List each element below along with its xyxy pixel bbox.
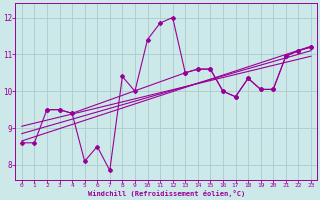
X-axis label: Windchill (Refroidissement éolien,°C): Windchill (Refroidissement éolien,°C) — [88, 190, 245, 197]
